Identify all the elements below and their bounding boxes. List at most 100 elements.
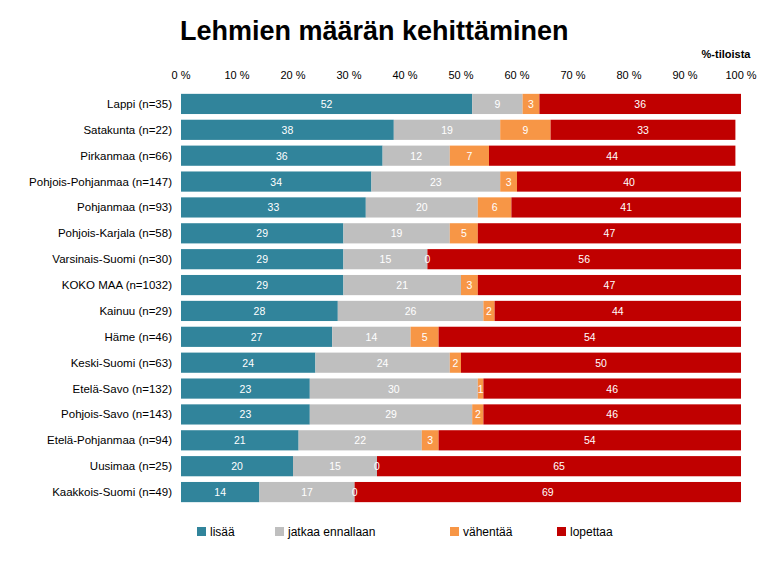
data-label: 50 [595,357,607,369]
data-label: 19 [391,227,403,239]
category-label: Lappi (n=35) [107,98,172,110]
bar [450,223,478,243]
data-label: 41 [620,201,632,213]
data-label: 34 [270,176,282,188]
bar [489,146,735,166]
data-labels: 5293363819933361274434233403320641291954… [214,98,649,498]
bar [181,146,383,166]
data-label: 54 [584,434,596,446]
bar [472,94,522,114]
bar [315,353,449,373]
bar [377,456,741,476]
data-label: 29 [256,227,268,239]
data-label: 2 [475,408,481,420]
bars [181,94,741,502]
data-label: 27 [251,331,263,343]
data-label: 44 [606,150,618,162]
legend-swatch [450,527,459,536]
bar [500,171,517,191]
data-label: 23 [430,176,442,188]
data-label: 2 [486,305,492,317]
data-label: 29 [256,253,268,265]
bar [355,482,741,502]
tick-mark [405,87,406,90]
bar [343,249,427,269]
data-label: 0 [374,460,380,472]
bar [181,94,472,114]
data-label: 23 [240,383,252,395]
y-axis: Lappi (n=35) Satakunta (n=22) Pirkanmaa (n… [29,98,172,498]
data-label: 29 [385,408,397,420]
data-label: 17 [301,486,313,498]
data-label: 36 [276,150,288,162]
data-label: 46 [606,408,618,420]
data-label: 23 [240,408,252,420]
category-label: Pohjanmaa (n=93) [77,201,172,213]
data-label: 3 [427,434,433,446]
category-label: Kainuu (n=29) [99,305,172,317]
data-label: 9 [494,98,500,110]
tick-mark [349,87,350,90]
bar [517,171,741,191]
data-label: 14 [214,486,226,498]
category-label: Satakunta (n=22) [83,124,172,136]
bar [427,249,741,269]
data-label: 36 [634,98,646,110]
tick-label: 70 % [560,69,585,81]
tick-label: 60 % [504,69,529,81]
data-label: 19 [441,124,453,136]
bar [478,223,741,243]
data-label: 20 [416,201,428,213]
tick-mark [741,87,742,90]
data-label: 3 [506,176,512,188]
bar [383,146,450,166]
bar [371,171,500,191]
category-label: Etelä-Savo (n=132) [73,383,173,395]
data-label: 47 [604,279,616,291]
tick-label: 0 % [172,69,191,81]
bar [366,197,478,217]
tick-label: 80 % [616,69,641,81]
category-label: Pohjois-Karjala (n=58) [58,227,172,239]
bar [450,146,489,166]
data-label: 5 [461,227,467,239]
bar [181,327,332,347]
data-label: 12 [410,150,422,162]
legend-swatch [557,527,566,536]
data-label: 0 [424,253,430,265]
data-label: 6 [492,201,498,213]
data-label: 54 [584,331,596,343]
bar [483,404,741,424]
data-label: 52 [321,98,333,110]
tick-mark [237,87,238,90]
tick-mark [629,87,630,90]
bar [495,301,741,321]
data-label: 44 [612,305,624,317]
bar [181,378,310,398]
bar [293,456,377,476]
data-label: 7 [466,150,472,162]
tick-label: 50 % [448,69,473,81]
bar [299,430,422,450]
bar [181,301,338,321]
bar [411,327,439,347]
data-label: 40 [623,176,635,188]
data-label: 28 [254,305,266,317]
bar [338,301,484,321]
x-axis: 0 %10 %20 %30 %40 %50 %60 %70 %80 %90 %1… [172,69,757,90]
tick-mark [181,87,182,90]
data-label: 9 [522,124,528,136]
legend-label: vähentää [463,525,513,539]
bar [181,482,259,502]
tick-label: 20 % [280,69,305,81]
bar [181,171,371,191]
legend-label: jatkaa ennallaan [287,525,375,539]
data-label: 2 [452,357,458,369]
background [0,0,765,562]
bar [439,430,741,450]
category-label: Pirkanmaa (n=66) [80,150,172,162]
bar [483,378,741,398]
legend-label: lopettaa [570,525,613,539]
bar [181,249,343,269]
data-label: 1 [478,383,484,395]
